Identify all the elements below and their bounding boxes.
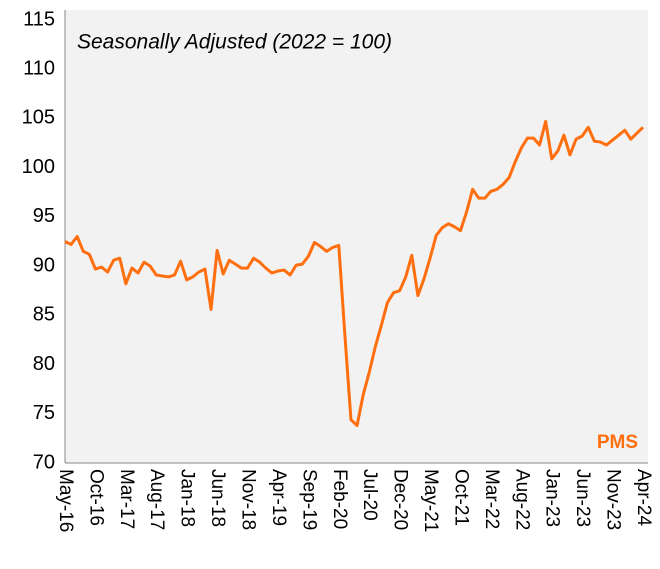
data-line (64, 119, 645, 428)
x-tick-label: Feb-20 (329, 469, 350, 529)
x-tick-label: Dec-20 (390, 469, 411, 530)
x-tick-label: Nov-23 (603, 469, 624, 530)
y-tick-label: 110 (23, 58, 55, 80)
annotation-source: PMS (597, 432, 638, 453)
x-tick-label: Mar-17 (116, 469, 137, 529)
x-tick-label: Apr-24 (633, 469, 654, 526)
x-tick-label: Apr-19 (268, 469, 289, 526)
y-tick-label: 75 (33, 402, 55, 424)
x-tick-label: Jul-20 (359, 469, 380, 521)
y-tick-label: 70 (33, 451, 55, 473)
y-tick-label: 115 (23, 8, 55, 30)
x-tick-label: May-16 (55, 469, 76, 532)
x-tick-label: Mar-22 (481, 469, 502, 529)
y-tick-label: 85 (33, 304, 55, 326)
x-tick-label: Oct-21 (450, 469, 471, 526)
y-tick-label: 95 (33, 205, 55, 227)
y-tick-label: 105 (22, 107, 55, 129)
y-tick-label: 90 (33, 254, 55, 276)
y-tick-label: 80 (33, 353, 55, 375)
x-tick-label: Jan-23 (542, 469, 563, 527)
x-tick-label: May-21 (420, 469, 441, 532)
x-tick-label: Sep-19 (298, 469, 319, 530)
x-tick-label: Jun-23 (572, 469, 593, 527)
x-tick-label: Aug-17 (146, 469, 167, 530)
x-tick-label: Jun-18 (207, 469, 228, 527)
x-tick-label: Aug-22 (511, 469, 532, 530)
annotation-subtitle: Seasonally Adjusted (2022 = 100) (77, 31, 392, 54)
x-tick-label: Nov-18 (238, 469, 259, 530)
x-tick-label: Jan-18 (177, 469, 198, 527)
plot-area (65, 10, 648, 463)
x-tick-label: Oct-16 (85, 469, 106, 526)
y-tick-label: 100 (22, 156, 55, 178)
